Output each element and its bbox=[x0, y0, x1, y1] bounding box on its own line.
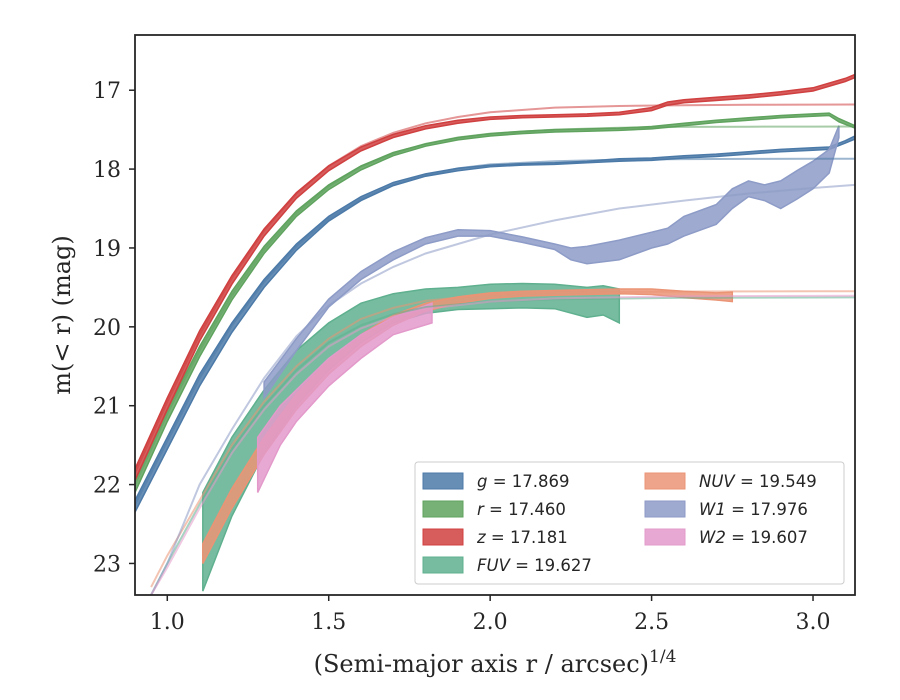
band-w2 bbox=[256, 302, 433, 493]
model-curve-fuv bbox=[150, 296, 855, 595]
x-axis-label: (Semi-major axis r / arcsec)1/4 bbox=[314, 647, 677, 678]
x-tick-label: 2.5 bbox=[634, 610, 669, 635]
legend-swatch bbox=[422, 472, 464, 490]
model-curve-r bbox=[135, 125, 855, 486]
model-curves bbox=[135, 103, 855, 595]
y-tick-label: 23 bbox=[93, 552, 121, 577]
y-tick-label: 18 bbox=[93, 158, 121, 183]
legend-label: z = 17.181 bbox=[476, 528, 568, 547]
model-curve-w1 bbox=[150, 183, 855, 595]
band-z bbox=[135, 73, 855, 481]
legend-swatch bbox=[422, 528, 464, 546]
y-tick-label: 22 bbox=[93, 474, 121, 499]
legend-swatch bbox=[644, 472, 686, 490]
legend-label: FUV = 19.627 bbox=[477, 556, 592, 575]
y-tick-label: 17 bbox=[93, 79, 121, 104]
y-tick-label: 19 bbox=[93, 237, 121, 262]
model-curve-g bbox=[135, 157, 855, 505]
legend-swatch bbox=[644, 528, 686, 546]
legend-label: r = 17.460 bbox=[477, 500, 566, 519]
legend-label: W2 = 19.607 bbox=[699, 528, 808, 547]
model-curve-nuv bbox=[150, 290, 855, 588]
axis-ticks: 1.0 1.5 2.0 2.5 3.0 17 18 19 20 21 22 23 bbox=[93, 79, 831, 635]
legend-frame bbox=[414, 461, 845, 585]
y-axis-label: m(< r) (mag) bbox=[48, 235, 76, 394]
legend-swatch bbox=[422, 556, 464, 574]
x-tick-label: 1.0 bbox=[150, 610, 185, 635]
legend-label: g = 17.869 bbox=[477, 472, 570, 491]
legend-swatch bbox=[422, 500, 464, 518]
x-tick-label: 3.0 bbox=[796, 610, 831, 635]
legend-label: W1 = 17.976 bbox=[699, 500, 808, 519]
legend: g = 17.869 r = 17.460 z = 17.181 FUV = 19.6… bbox=[414, 461, 845, 585]
model-curve-w2 bbox=[150, 294, 855, 595]
band-w1 bbox=[263, 125, 840, 401]
y-tick-label: 21 bbox=[93, 395, 121, 420]
legend-label: NUV = 19.549 bbox=[699, 472, 817, 491]
x-tick-label: 1.5 bbox=[311, 610, 346, 635]
x-tick-label: 2.0 bbox=[473, 610, 508, 635]
plot-frame bbox=[134, 34, 856, 596]
legend-swatch bbox=[644, 500, 686, 518]
model-curve-z bbox=[135, 103, 855, 474]
y-tick-label: 20 bbox=[93, 316, 121, 341]
